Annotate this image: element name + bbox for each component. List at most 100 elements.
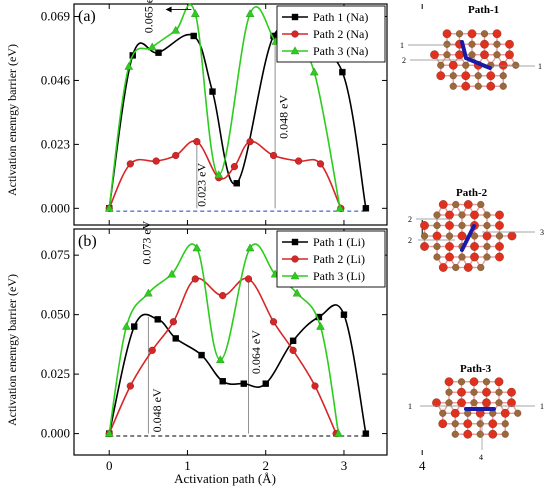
brown-atom	[443, 51, 451, 59]
brown-atom	[495, 232, 504, 240]
data-point	[289, 337, 297, 345]
data-point	[131, 323, 138, 330]
legend-marker	[291, 13, 299, 21]
brown-atom	[462, 61, 470, 69]
data-point	[122, 321, 131, 330]
data-point	[198, 351, 205, 359]
data-point	[124, 61, 134, 70]
red-atom	[500, 408, 510, 418]
data-point	[245, 9, 255, 17]
red-atom	[420, 242, 429, 251]
legend-marker	[290, 271, 300, 280]
brown-atom	[477, 263, 485, 272]
legend-label: Path 1 (Li)	[313, 235, 365, 249]
red-atom	[461, 81, 471, 91]
brown-atom	[468, 40, 476, 48]
red-atom	[495, 221, 504, 230]
red-atom	[420, 221, 429, 230]
brown-atom	[449, 72, 457, 80]
data-point	[126, 382, 134, 390]
inset-path-2: Path-2 2 2 3	[408, 187, 544, 272]
y-tick-label: 0.025	[41, 366, 70, 381]
red-atom	[457, 231, 467, 241]
data-point	[167, 269, 177, 278]
inset-title: Path-3	[460, 363, 492, 375]
red-atom	[467, 29, 477, 39]
site-label: 3	[540, 228, 544, 237]
brown-atom	[458, 211, 466, 219]
data-point	[362, 205, 370, 212]
brown-atom	[433, 253, 441, 261]
brown-atom	[493, 51, 501, 59]
brown-atom	[474, 72, 482, 80]
data-point	[155, 49, 162, 56]
red-atom	[470, 242, 479, 251]
y-axis-label-bottom: Activation enenrgy barrier (eV)	[5, 274, 19, 426]
data-point	[233, 180, 240, 187]
brown-atom	[433, 211, 441, 219]
brown-atom	[512, 61, 520, 69]
data-point	[126, 160, 134, 168]
site-label: 1	[408, 402, 412, 411]
brown-atom	[495, 399, 503, 407]
red-atom	[480, 50, 489, 60]
data-point	[316, 160, 325, 168]
site-label: 2	[408, 236, 412, 245]
data-point	[219, 292, 227, 300]
red-atom	[448, 60, 458, 70]
legend-label: Path 1 (Na)	[313, 10, 368, 24]
panel-label: (a)	[78, 8, 96, 25]
red-atom	[494, 377, 504, 387]
red-atom	[488, 419, 498, 429]
red-atom	[507, 387, 516, 397]
panel-label: (b)	[78, 233, 97, 250]
red-atom	[495, 210, 504, 220]
red-atom	[463, 263, 473, 272]
annotation-label: 0.048 eV	[277, 94, 291, 138]
red-atom	[444, 377, 454, 387]
legend-label: Path 3 (Li)	[313, 269, 365, 283]
annotation-label: 0.023 eV	[194, 163, 208, 207]
site-label: 2	[402, 56, 406, 65]
red-atom	[430, 50, 439, 60]
migration-path	[460, 224, 476, 252]
data-point	[289, 346, 297, 354]
brown-atom	[451, 420, 459, 428]
brown-atom	[455, 30, 464, 38]
red-atom	[463, 200, 473, 209]
data-point	[311, 382, 319, 390]
data-point	[262, 380, 269, 387]
data-point	[245, 243, 255, 252]
annotation-label: 0.073 eV	[140, 220, 154, 264]
brown-atom	[501, 420, 509, 428]
brown-atom	[495, 388, 503, 396]
site-label: 4	[479, 453, 483, 462]
y-tick-label: 0.046	[41, 72, 71, 87]
red-atom	[470, 210, 479, 220]
data-point	[190, 9, 200, 17]
red-atom	[469, 377, 479, 387]
site-label: 2	[408, 215, 412, 224]
red-atom	[445, 221, 454, 230]
red-atom	[457, 398, 466, 408]
brown-atom	[420, 232, 429, 240]
data-point	[316, 321, 325, 330]
brown-atom	[445, 232, 454, 240]
red-atom	[495, 242, 504, 251]
x-axis-label: Activation path (Å)	[174, 471, 276, 486]
brown-atom	[445, 388, 453, 396]
red-atom	[480, 39, 489, 49]
red-atom	[486, 71, 496, 81]
data-point	[240, 380, 248, 387]
data-point	[339, 68, 346, 76]
brown-atom	[483, 211, 491, 219]
annotation-label: 0.064 eV	[249, 330, 263, 374]
legend-marker	[291, 30, 299, 38]
inset-path-3: Path-3 1 1 4	[408, 363, 544, 462]
red-atom	[488, 429, 498, 439]
series-line	[108, 140, 342, 209]
data-point	[209, 88, 216, 95]
data-point	[154, 316, 161, 323]
brown-atom	[482, 378, 491, 386]
red-atom	[482, 387, 491, 397]
